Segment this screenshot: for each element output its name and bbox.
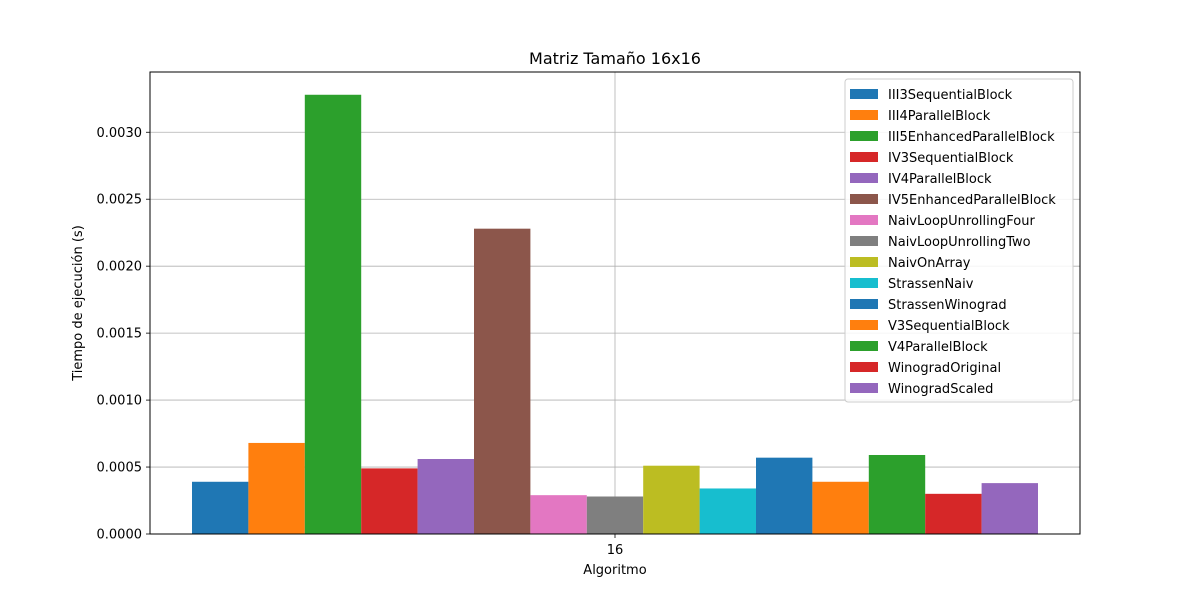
bar-III4ParallelBlock xyxy=(248,442,305,534)
legend-swatch xyxy=(850,278,878,288)
legend-label: III5EnhancedParallelBlock xyxy=(888,130,1055,145)
chart-title: Matriz Tamaño 16x16 xyxy=(529,49,701,68)
legend-swatch xyxy=(850,194,878,204)
legend-label: IV4ParallelBlock xyxy=(888,172,992,187)
y-tick-label: 0.0010 xyxy=(97,394,143,409)
legend-swatch xyxy=(850,89,878,99)
bar-V4ParallelBlock xyxy=(868,454,926,534)
bar-V3SequentialBlock xyxy=(812,481,869,534)
bar-IV3SequentialBlock xyxy=(361,468,418,534)
legend-label: NaivLoopUnrollingFour xyxy=(888,214,1035,229)
legend-swatch xyxy=(850,131,878,141)
bar-WinogradScaled xyxy=(981,483,1038,534)
legend-swatch xyxy=(850,257,878,267)
legend-label: StrassenNaiv xyxy=(888,277,974,292)
legend-swatch xyxy=(850,152,878,162)
legend-label: III4ParallelBlock xyxy=(888,109,991,124)
legend-label: StrassenWinograd xyxy=(888,298,1007,313)
legend-swatch xyxy=(850,383,878,393)
legend-swatch xyxy=(850,236,878,246)
x-axis: 16 xyxy=(607,534,624,558)
legend-box xyxy=(844,78,1074,403)
bar-NaivLoopUnrollingFour xyxy=(530,495,587,534)
legend-swatch xyxy=(850,341,878,351)
x-tick-label: 16 xyxy=(607,543,624,558)
y-axis: 0.0000 0.0005 0.0010 0.0015 0.0020 0.0025 0.00… xyxy=(97,126,150,543)
x-axis-label: Algoritmo xyxy=(583,563,646,578)
y-tick-label: 0.0020 xyxy=(97,260,143,275)
legend-label: NaivLoopUnrollingTwo xyxy=(888,235,1031,250)
legend-swatch xyxy=(850,173,878,183)
legend-swatch xyxy=(850,362,878,372)
bars-layer xyxy=(192,94,1038,534)
legend-label: WinogradScaled xyxy=(888,382,993,397)
bar-WinogradOriginal xyxy=(925,493,982,534)
legend-swatch xyxy=(850,320,878,330)
legend-label: IV5EnhancedParallelBlock xyxy=(888,193,1056,208)
y-tick-label: 0.0015 xyxy=(97,327,143,342)
legend-label: III3SequentialBlock xyxy=(888,88,1013,103)
legend-label: NaivOnArray xyxy=(888,256,971,271)
legend-label: IV3SequentialBlock xyxy=(888,151,1014,166)
bar-NaivOnArray xyxy=(643,465,700,534)
bar-IV4ParallelBlock xyxy=(417,459,474,534)
bar-III5EnhancedParallelBlock xyxy=(304,94,362,534)
y-tick-label: 0.0030 xyxy=(97,126,143,141)
y-tick-label: 0.0025 xyxy=(97,193,143,208)
legend-swatch xyxy=(850,110,878,120)
y-tick-label: 0.0005 xyxy=(97,461,143,476)
legend-swatch xyxy=(850,215,878,225)
bar-III3SequentialBlock xyxy=(192,481,249,534)
bar-IV5EnhancedParallelBlock xyxy=(474,228,531,534)
legend: III3SequentialBlock III4ParallelBlock III5… xyxy=(844,78,1074,403)
legend-label: V3SequentialBlock xyxy=(888,319,1010,334)
bar-StrassenNaiv xyxy=(699,488,756,534)
legend-label: V4ParallelBlock xyxy=(888,340,988,355)
legend-swatch xyxy=(850,299,878,309)
bar-NaivLoopUnrollingTwo xyxy=(586,496,644,534)
bar-StrassenWinograd xyxy=(756,457,813,534)
legend-label: WinogradOriginal xyxy=(888,361,1001,376)
y-tick-label: 0.0000 xyxy=(97,528,143,543)
y-axis-label: Tiempo de ejecución (s) xyxy=(71,225,86,382)
